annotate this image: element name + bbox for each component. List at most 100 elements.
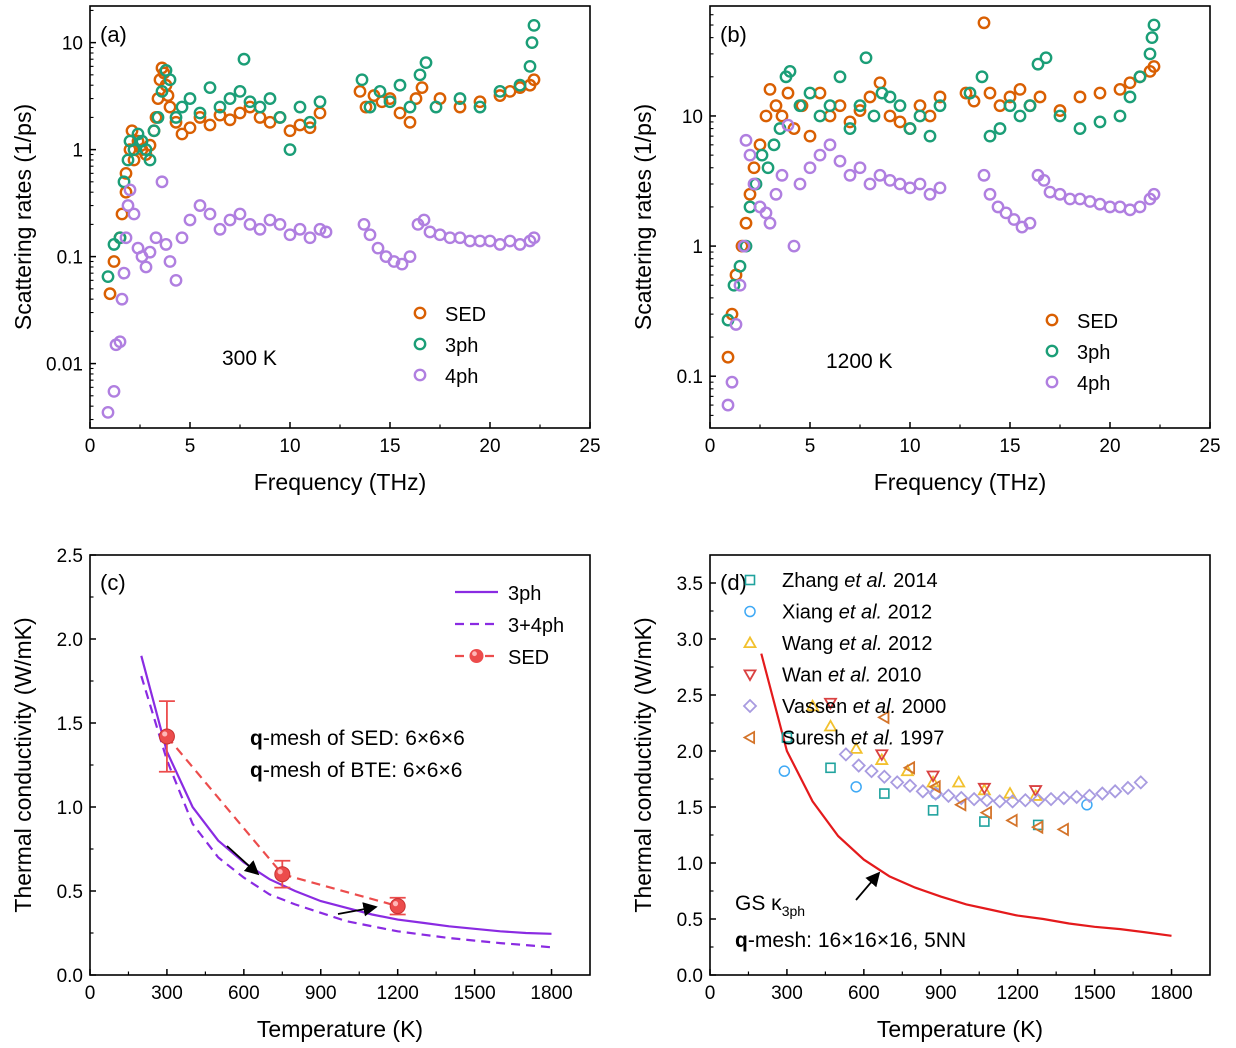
data-point <box>359 100 373 114</box>
data-point <box>923 129 937 143</box>
data-point <box>781 732 793 743</box>
axes: 0 300 600 900 1200 1500 1800 0.0 0.5 1.0 1.5 2.0 2.5 <box>57 546 573 1004</box>
data-point <box>527 231 541 245</box>
data-point <box>737 239 751 253</box>
data-point <box>733 259 747 273</box>
data-point <box>1023 216 1037 230</box>
legend: 3ph 3+4ph SED <box>455 583 564 669</box>
data-point <box>121 153 135 167</box>
series-ref-5 <box>838 747 1149 809</box>
legend-item: 3+4ph <box>455 615 564 637</box>
data-point <box>843 168 857 182</box>
data-point <box>883 90 897 104</box>
data-point <box>1005 794 1020 809</box>
data-point <box>139 260 153 274</box>
data-point <box>283 228 297 242</box>
data-point <box>527 73 541 87</box>
x-axis-label: Frequency (THz) <box>874 469 1047 495</box>
data-point <box>293 118 307 132</box>
data-point <box>389 898 406 915</box>
legend-label: 3+4ph <box>508 615 564 637</box>
data-point <box>413 68 427 82</box>
y-tick-label: 0.01 <box>46 355 83 376</box>
legend-item: SED <box>413 304 486 326</box>
data-point <box>473 95 487 109</box>
data-point <box>979 805 992 820</box>
data-point <box>743 148 757 162</box>
x-axis-label: Temperature (K) <box>257 1016 423 1042</box>
legend-marker <box>413 368 427 382</box>
data-point <box>928 779 941 794</box>
series-3ph <box>140 655 552 935</box>
data-point <box>253 111 267 124</box>
data-point <box>175 100 189 114</box>
data-point <box>357 217 371 231</box>
data-point <box>423 225 437 239</box>
y-tick-label: 3.5 <box>677 574 703 595</box>
data-point <box>313 95 327 109</box>
data-point <box>313 222 327 236</box>
data-point <box>863 177 877 191</box>
data-point <box>926 775 941 788</box>
legend-label: 3ph <box>1077 342 1110 364</box>
legend-marker <box>742 698 758 714</box>
data-point <box>175 231 189 245</box>
data-point <box>353 85 367 98</box>
data-point <box>874 752 889 765</box>
annotation-text: -mesh of BTE: 6×6×6 <box>263 759 463 782</box>
mesh-annotation: q-mesh of SED: 6×6×6 <box>250 727 465 750</box>
x-tick-label: 0 <box>85 983 96 1004</box>
data-point <box>223 92 237 105</box>
data-point <box>1003 99 1017 113</box>
data-point <box>409 92 423 105</box>
data-point <box>395 257 409 271</box>
legend-label-author: Zhang <box>782 570 844 592</box>
legend-marker <box>744 605 756 618</box>
data-point <box>775 168 789 182</box>
legend-label-year: 2000 <box>896 696 946 718</box>
data-point <box>1123 76 1137 90</box>
pointer-arrow <box>337 902 378 917</box>
point-highlight <box>162 731 168 737</box>
data-point <box>183 121 197 135</box>
legend-label-etal: et al. <box>839 633 882 655</box>
data-point <box>1107 784 1123 799</box>
data-point <box>893 115 907 129</box>
data-point <box>127 207 141 221</box>
data-point <box>169 111 183 124</box>
legend-label-author: Suresh <box>782 728 851 750</box>
legend-label: Wan et al. 2010 <box>782 665 921 687</box>
legend-label-etal: et al. <box>839 602 882 624</box>
data-point <box>923 187 937 201</box>
data-point <box>1093 86 1107 100</box>
data-point <box>103 287 117 301</box>
data-point <box>739 133 753 147</box>
data-point <box>733 278 747 292</box>
data-point <box>1147 187 1161 201</box>
data-point <box>1133 200 1147 214</box>
series-4ph <box>721 118 1161 412</box>
y-tick-label: 2.0 <box>57 630 83 651</box>
data-point <box>1123 90 1137 104</box>
legend-label: Wang et al. 2012 <box>782 633 932 655</box>
data-point <box>941 788 956 804</box>
data-point <box>977 782 992 796</box>
legend-label-etal: et al. <box>844 570 887 592</box>
data-point <box>1037 173 1051 187</box>
data-point <box>403 115 417 129</box>
data-point <box>781 86 795 100</box>
x-tick-label: 900 <box>925 983 957 1004</box>
axes: 0 300 600 900 1200 1500 1800 0.0 0.5 1.0 1.5 2.0 2.5… <box>677 574 1193 1004</box>
data-point <box>953 797 967 812</box>
plot-frame <box>709 5 1211 429</box>
data-point <box>803 86 817 100</box>
x-axis-label: Temperature (K) <box>877 1016 1043 1042</box>
panel-label: (a) <box>100 22 127 47</box>
data-point <box>119 231 133 245</box>
legend-marker <box>413 306 427 320</box>
legend-label-author: Vassen <box>782 696 853 718</box>
data-point <box>1147 18 1161 32</box>
data-point <box>119 166 133 180</box>
data-point <box>991 200 1005 214</box>
annotation-bold: q <box>735 929 748 952</box>
